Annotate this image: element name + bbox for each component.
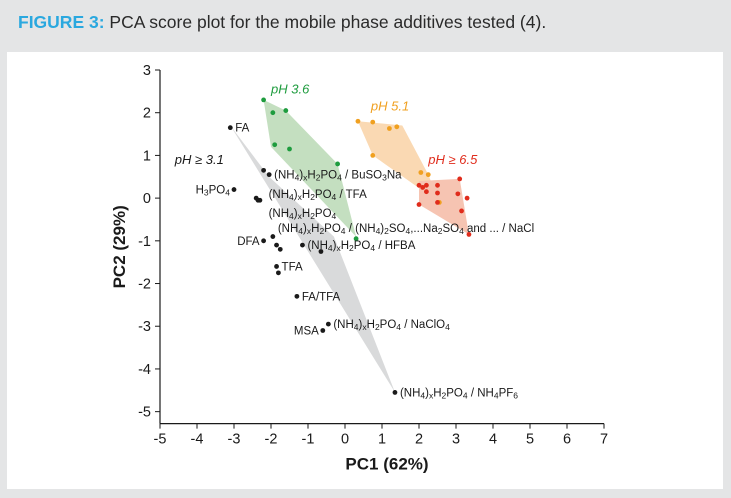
y-tick-label: -5 [138, 405, 151, 421]
point-label: (NH4)xH2PO4 / HFBA [307, 240, 415, 253]
x-tick-label: 7 [600, 432, 608, 448]
point-label: (NH4)xH2PO4 / TFA [269, 189, 367, 202]
score-point [270, 234, 276, 239]
score-point [318, 249, 324, 254]
score-point [231, 187, 237, 192]
point-label: FA [235, 123, 249, 135]
figure-caption-text: PCA score plot for the mobile phase addi… [109, 12, 547, 32]
x-tick-label: 4 [489, 432, 497, 448]
y-tick-label: 0 [143, 191, 151, 207]
figure-caption: FIGURE 3: PCA score plot for the mobile … [18, 12, 546, 33]
score-point [387, 126, 392, 131]
y-tick-label: -4 [138, 362, 151, 378]
score-point [370, 119, 376, 125]
score-point [425, 172, 431, 178]
score-point [353, 236, 359, 242]
y-tick-label: 1 [143, 148, 151, 164]
point-label: FA/TFA [302, 291, 341, 303]
score-point [276, 270, 281, 276]
y-tick-label: -3 [138, 319, 151, 335]
hull-2 [357, 121, 440, 203]
score-point [300, 242, 305, 248]
score-point [355, 118, 361, 124]
x-tick-label: 1 [378, 432, 386, 448]
y-tick-label: 2 [143, 106, 151, 122]
x-tick-label: -3 [228, 432, 241, 448]
figure-label: FIGURE 3: [18, 12, 105, 32]
point-label: H3PO4 [196, 185, 231, 198]
score-point [335, 161, 340, 167]
hull-0 [230, 125, 395, 393]
score-point [464, 195, 470, 201]
group-label: pH ≥ 3.1 [174, 152, 224, 167]
score-point [370, 153, 376, 158]
score-point [257, 197, 263, 203]
x-tick-label: 2 [415, 432, 423, 448]
group-label: pH 5.1 [370, 99, 409, 114]
score-point [392, 390, 398, 395]
x-tick-label: 5 [526, 432, 534, 448]
x-tick-label: -5 [154, 432, 167, 448]
point-label: MSA [294, 326, 319, 338]
score-point [416, 182, 422, 188]
score-point [455, 191, 461, 197]
score-point [277, 246, 283, 252]
x-tick-label: 6 [563, 432, 571, 448]
pca-score-plot: -5 -4 -3 -2 -1 0 1 2 3 4 5 6 7 3 2 1 0 -1 -2 -3 -4 -5 PC1 (62%… [110, 63, 608, 474]
x-tick-label: -2 [265, 432, 278, 448]
score-point [274, 264, 279, 269]
score-point [266, 172, 272, 178]
point-label: (NH4)xH2PO4 / BuSO3Na [274, 170, 402, 183]
group-hulls [230, 99, 469, 393]
y-tick-label: -1 [138, 234, 151, 250]
y-axis-title: PC2 (29%) [110, 205, 129, 288]
axes: -5 -4 -3 -2 -1 0 1 2 3 4 5 6 7 3 2 1 0 -1 -2 -3 -4 -5 PC1 (62%… [110, 63, 608, 474]
score-point [420, 185, 426, 190]
score-point [261, 167, 266, 173]
score-point [466, 232, 472, 237]
score-point [272, 142, 278, 148]
y-tick-label: -2 [138, 277, 151, 293]
point-label: DFA [237, 236, 260, 248]
x-tick-label: -4 [191, 432, 204, 448]
score-point [261, 238, 266, 244]
score-point [294, 293, 300, 299]
score-point [435, 182, 440, 188]
chart-panel: -5 -4 -3 -2 -1 0 1 2 3 4 5 6 7 3 2 1 0 -1 -2 -3 -4 -5 PC1 (62%… [7, 52, 723, 489]
point-label: (NH4)xH2PO4 [269, 208, 337, 221]
x-tick-label: -1 [302, 432, 315, 448]
score-point [274, 242, 279, 248]
score-point [416, 202, 422, 207]
group-label: pH ≥ 6.5 [427, 152, 478, 167]
y-tick-label: 3 [143, 63, 151, 79]
score-point [435, 199, 440, 205]
x-tick-label: 0 [341, 432, 349, 448]
score-point [227, 125, 233, 131]
score-point [320, 328, 326, 333]
score-point [261, 97, 266, 103]
score-point [418, 170, 424, 175]
score-point [283, 108, 289, 113]
score-point [459, 208, 464, 214]
point-label: (NH4)xH2PO4 / (NH4)2SO4,...Na2SO4 and ..… [278, 223, 534, 236]
group-label: pH 3.6 [270, 81, 310, 96]
x-tick-label: 3 [452, 432, 460, 448]
score-point [457, 176, 463, 182]
score-point [287, 146, 292, 152]
score-point [394, 124, 400, 130]
score-point [424, 182, 429, 188]
point-labels: FA H3PO4 (NH4)xH2PO4 / BuSO3Na (NH4)xH2PO4 … [174, 81, 534, 400]
score-point [424, 189, 429, 195]
point-label: (NH4)xH2PO4 / NH4PF6 [400, 387, 518, 400]
hull-1 [263, 99, 357, 237]
score-point [325, 321, 331, 327]
score-points [227, 97, 472, 395]
score-point [435, 190, 440, 196]
x-axis-title: PC1 (62%) [345, 455, 428, 474]
point-label: (NH4)xH2PO4 / NaClO4 [333, 319, 450, 332]
score-point [270, 110, 276, 116]
point-label: TFA [282, 261, 303, 273]
